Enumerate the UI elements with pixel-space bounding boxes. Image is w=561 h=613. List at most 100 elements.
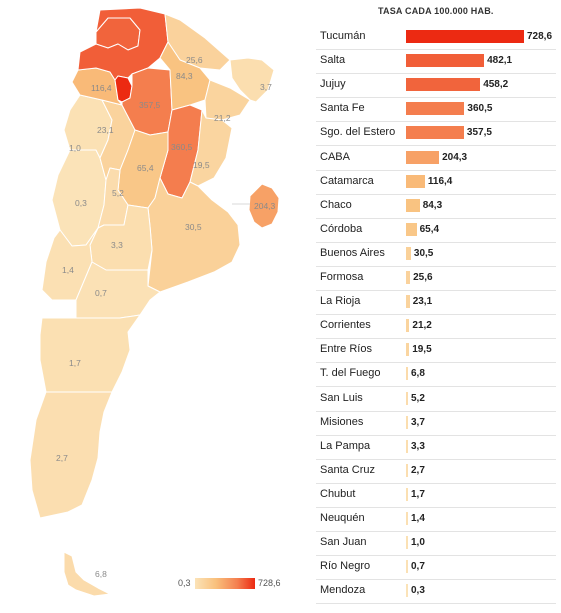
argentina-choropleth-map: 25,6 84,3 3,7 116,4 357,5 21,2 23,1 360,… [29, 7, 281, 597]
rate-bar [406, 174, 425, 188]
rate-bar [406, 439, 408, 453]
rate-bar [406, 463, 408, 477]
rate-value: 21,2 [412, 320, 432, 332]
rate-value: 357,5 [466, 127, 492, 139]
table-row: Neuquén 1,4 [316, 507, 556, 532]
province-rio-negro [75, 261, 161, 319]
rate-value: 3,7 [411, 416, 425, 428]
map-label-chaco: 84,3 [176, 71, 193, 81]
map-label-san-juan: 1,0 [69, 143, 81, 153]
province-name: Córdoba [320, 222, 363, 235]
rate-bar [406, 54, 485, 68]
table-row: Sgo. del Estero 357,5 [316, 121, 556, 147]
rate-value: 23,1 [412, 296, 433, 308]
province-name: Chaco [320, 198, 352, 211]
map-label-corrientes: 21,2 [214, 113, 231, 123]
province-name: Salta [320, 54, 346, 67]
table-row: Santa Cruz 2,7 [316, 459, 556, 484]
map-label-san-luis: 5,2 [112, 188, 124, 198]
rate-bar [406, 391, 408, 405]
rate-bar [406, 102, 465, 116]
rate-bar [406, 487, 408, 501]
rate-value: 6,8 [411, 368, 425, 380]
province-name: T. del Fuego [320, 367, 381, 380]
table-row: Formosa 25,6 [316, 266, 556, 291]
legend-gradient-bar [195, 578, 255, 589]
map-label-neuquen: 1,4 [62, 265, 74, 275]
table-row: Salta 482,1 [316, 49, 556, 75]
rate-bar [406, 78, 481, 92]
province-chaco [159, 41, 211, 111]
table-row: Buenos Aires 30,5 [316, 242, 556, 267]
province-name: Jujuy [320, 78, 346, 91]
province-name: Catamarca [320, 174, 374, 187]
table-row: San Juan 1,0 [316, 531, 556, 557]
table-row: La Rioja 23,1 [316, 290, 556, 316]
map-label-santa-fe: 360,5 [171, 142, 193, 152]
province-name: Sgo. del Estero [320, 126, 396, 139]
table-row: Misiones 3,7 [316, 411, 556, 436]
rate-bar [406, 198, 420, 212]
ranking-panel: TASA CADA 100.000 HAB. Tucumán 728,6 Salta… [316, 0, 561, 613]
table-row: Entre Ríos 19,5 [316, 338, 556, 364]
rate-value: 482,1 [487, 55, 513, 67]
table-row: CABA 204,3 [316, 146, 556, 171]
legend-min-label: 0,3 [178, 578, 191, 588]
rate-bar [406, 536, 408, 550]
province-caba [248, 183, 280, 229]
rate-value: 25,6 [413, 272, 433, 283]
map-label-buenos-aires: 30,5 [185, 222, 202, 232]
map-label-caba: 204,3 [254, 201, 276, 211]
province-name: La Rioja [320, 295, 361, 308]
rate-bar [406, 150, 440, 164]
rate-value: 5,2 [411, 392, 425, 404]
province-name: Formosa [320, 271, 364, 283]
province-buenos-aires [147, 177, 241, 293]
province-name: Santa Fe [320, 102, 365, 115]
rate-bar [406, 295, 410, 309]
rate-value: 360,5 [467, 103, 493, 115]
province-misiones [229, 57, 275, 103]
table-row: Catamarca 116,4 [316, 170, 556, 195]
map-label-rio-negro: 0,7 [95, 288, 107, 298]
province-name: La Pampa [320, 439, 371, 452]
map-label-misiones: 3,7 [260, 82, 272, 92]
rate-bar [406, 271, 411, 284]
rate-bar [406, 30, 524, 43]
map-label-cordoba: 65,4 [137, 163, 154, 173]
rate-value: 1,7 [411, 488, 425, 500]
map-label-mendoza: 0,3 [75, 198, 87, 208]
province-name: San Luis [320, 391, 363, 404]
province-tierra-del-fuego [63, 551, 111, 597]
rate-bar [406, 512, 408, 525]
rate-value: 728,6 [527, 31, 553, 42]
rate-value: 1,0 [411, 537, 425, 549]
rate-value: 65,4 [419, 223, 440, 235]
rate-bar [406, 367, 408, 381]
rate-value: 458,2 [483, 79, 509, 91]
map-label-entre-rios: 19,5 [193, 160, 210, 170]
map-label-catamarca: 116,4 [91, 83, 112, 93]
rate-bar [406, 584, 408, 598]
province-name: Tucumán [320, 30, 366, 42]
rate-bar [406, 343, 410, 357]
table-row: Mendoza 0,3 [316, 579, 556, 605]
table-row: Tucumán 728,6 [316, 25, 556, 50]
rate-value: 84,3 [422, 199, 443, 211]
province-name: Chubut [320, 487, 356, 500]
rate-value: 116,4 [427, 175, 453, 187]
province-name: San Juan [320, 536, 367, 549]
province-name: Neuquén [320, 512, 365, 524]
rate-value: 0,3 [411, 585, 425, 597]
table-row: Santa Fe 360,5 [316, 97, 556, 123]
color-legend: 0,3 728,6 [178, 578, 281, 589]
table-title: TASA CADA 100.000 HAB. [378, 6, 494, 16]
province-name: Mendoza [320, 584, 366, 597]
table-row: Chubut 1,7 [316, 483, 556, 508]
rate-value: 19,5 [412, 344, 432, 356]
map-label-sgo-del-estero: 357,5 [139, 100, 161, 110]
table-row: Jujuy 458,2 [316, 73, 556, 99]
map-label-tierra-del-fuego: 6,8 [95, 569, 107, 579]
table-row: Chaco 84,3 [316, 194, 556, 219]
rate-bar [406, 319, 410, 333]
